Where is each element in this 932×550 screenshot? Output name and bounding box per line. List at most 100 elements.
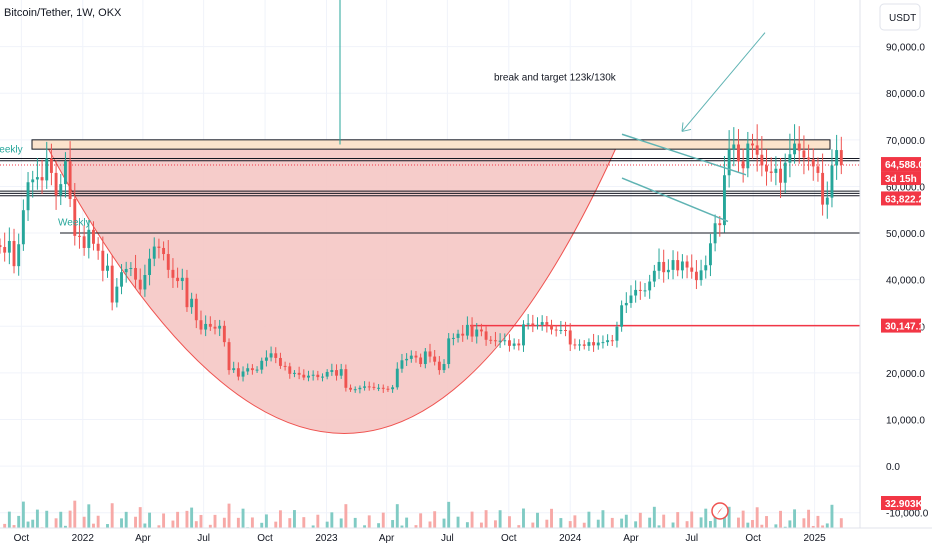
- candle-body: [106, 265, 109, 271]
- candle-body: [652, 270, 656, 282]
- candle-body: [349, 387, 352, 390]
- candle-body: [148, 258, 152, 275]
- volume-bar: [21, 501, 25, 550]
- x-tick-label: Oct: [14, 533, 30, 544]
- candle-body: [531, 323, 535, 326]
- x-tick-label: 2022: [72, 533, 95, 544]
- candle-body: [330, 370, 334, 372]
- candle-body: [73, 199, 77, 236]
- candle-body: [601, 342, 605, 344]
- candle-body: [59, 184, 63, 196]
- weekly-label-left: Weekly: [0, 144, 23, 155]
- candle-body: [171, 269, 175, 278]
- candle-body: [461, 333, 465, 336]
- countdown-tag-bg: [881, 171, 921, 186]
- volume-bar: [227, 503, 231, 550]
- candle-body: [489, 339, 493, 341]
- candle-body: [708, 243, 712, 266]
- drawings: [621, 32, 766, 223]
- candle-body: [54, 172, 58, 196]
- candle-body: [344, 369, 348, 388]
- x-tick-label: Jul: [197, 533, 210, 544]
- x-tick-label: Oct: [257, 533, 273, 544]
- candle-body: [40, 177, 44, 181]
- candle-body: [638, 289, 642, 291]
- candle-body: [129, 268, 133, 270]
- current-price-tag-bg: [881, 157, 921, 172]
- y-tick-label: 90,000.0: [886, 43, 925, 54]
- candle-body: [190, 298, 194, 308]
- candle-body: [7, 240, 11, 253]
- candle-body: [49, 158, 53, 173]
- candle-body: [816, 166, 820, 173]
- candle-body: [367, 386, 371, 388]
- y-tick-label: 60,000.0: [886, 182, 925, 193]
- candle-body: [339, 369, 343, 376]
- candle-body: [578, 344, 582, 346]
- candle-body: [769, 171, 773, 173]
- candle-body: [522, 324, 525, 346]
- candle-body: [353, 389, 357, 391]
- x-tick-label: Jul: [685, 533, 698, 544]
- candle-body: [634, 289, 638, 296]
- candle-body: [788, 154, 792, 163]
- x-tick-label: Jul: [441, 533, 454, 544]
- volume-tag-text: 32.903K: [885, 499, 924, 510]
- candle-body: [3, 247, 7, 253]
- channel-lower-line: [621, 177, 729, 223]
- candle-body: [807, 157, 811, 160]
- candle-body: [751, 143, 754, 146]
- candle-body: [162, 247, 166, 255]
- candle-body: [839, 150, 843, 166]
- x-tick-label: Apr: [135, 533, 151, 544]
- level-tag-30147-bg: [881, 318, 921, 333]
- candle-body: [363, 386, 367, 388]
- x-tick-label: Apr: [379, 533, 395, 544]
- candle-body: [629, 295, 633, 303]
- candle-body: [746, 143, 750, 169]
- volume-tag-bg: [881, 496, 921, 510]
- candle-body: [433, 356, 437, 362]
- candle-body: [335, 370, 338, 376]
- candle-body: [31, 179, 35, 183]
- volume-bar: [344, 504, 348, 550]
- candle-body: [293, 372, 296, 374]
- candle-body: [157, 246, 161, 248]
- candle-body: [307, 375, 310, 378]
- volume-bar: [110, 503, 114, 550]
- candle-body: [386, 388, 390, 390]
- candle-body: [395, 368, 399, 388]
- candle-body: [741, 161, 745, 169]
- volume-bar: [395, 504, 399, 550]
- candle-body: [12, 240, 16, 267]
- candle-body: [456, 333, 460, 338]
- candle-body: [260, 360, 264, 370]
- candle-body: [587, 342, 591, 346]
- chart-texts: Bitcoin/Tether, 1W, OKX break and target …: [0, 7, 617, 229]
- candle-body: [414, 355, 418, 358]
- candle-body: [400, 360, 404, 369]
- candle-body: [423, 351, 427, 365]
- candle-body: [82, 236, 86, 248]
- candle-body: [213, 326, 217, 329]
- candle-body: [405, 358, 409, 361]
- x-tick-label: 2024: [559, 533, 582, 544]
- candle-body: [568, 330, 572, 345]
- candle-body: [21, 210, 25, 245]
- candle-body: [110, 265, 114, 303]
- candle-body: [465, 324, 469, 336]
- candle-body: [246, 368, 250, 372]
- candle-body: [545, 322, 549, 325]
- candle-body: [503, 340, 507, 342]
- current-price-tag-text: 64,588.0: [885, 160, 924, 171]
- candle-body: [180, 277, 184, 282]
- candle-body: [479, 329, 483, 332]
- candle-body: [737, 144, 740, 162]
- level-tag-30147-text: 30,147.1: [885, 322, 924, 333]
- candle-body: [643, 290, 647, 292]
- currency-button[interactable]: [879, 3, 921, 31]
- y-tick-label: 40,000.0: [886, 276, 925, 287]
